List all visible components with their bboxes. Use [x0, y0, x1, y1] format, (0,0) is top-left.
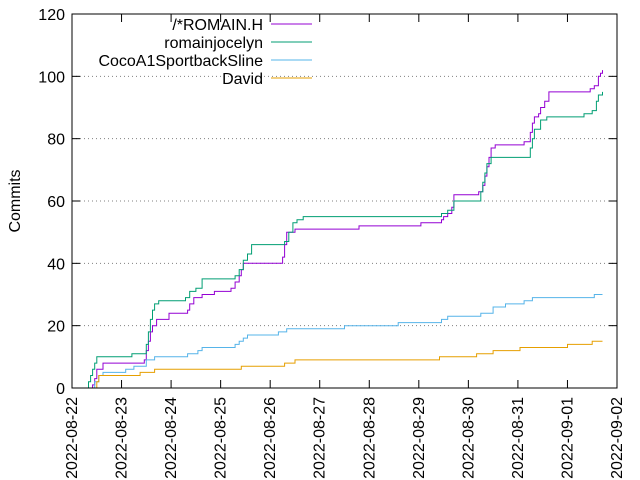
axis-ticks [71, 13, 618, 389]
x-tick-label: 2022-08-25 [213, 397, 230, 479]
x-tick-label: 2022-08-24 [163, 397, 180, 479]
y-tick-label: 20 [47, 319, 65, 336]
series-line-0 [90, 70, 603, 389]
x-tick-label: 2022-08-28 [361, 397, 378, 479]
y-tick-label: 80 [47, 132, 65, 149]
y-tick-labels: 0 20 40 60 80 100 120 [38, 7, 65, 398]
series-line-3 [94, 340, 603, 389]
x-tick-label: 2022-08-27 [312, 397, 329, 479]
x-tick-label: 2022-09-02 [609, 397, 626, 479]
series-line-2 [90, 294, 603, 389]
x-tick-label: 2022-08-23 [114, 397, 131, 479]
y-tick-label: 0 [56, 381, 65, 398]
x-tick-label: 2022-09-01 [559, 397, 576, 479]
legend-label: David [222, 71, 263, 88]
legend-label: romainjocelyn [164, 35, 263, 52]
series-lines [86, 70, 603, 389]
x-tick-label: 2022-08-22 [64, 397, 81, 479]
x-tick-label: 2022-08-30 [460, 397, 477, 479]
y-tick-label: 60 [47, 194, 65, 211]
y-tick-label: 100 [38, 69, 65, 86]
x-tick-label: 2022-08-31 [510, 397, 527, 479]
grid [72, 75, 617, 327]
legend-label: CocoA1SportbackSline [98, 53, 263, 70]
legend: /*ROMAIN.HromainjocelynCocoA1SportbackSl… [98, 17, 312, 88]
legend-label: /*ROMAIN.H [172, 17, 263, 34]
series-line-1 [86, 91, 603, 389]
x-tick-labels: 2022-08-22 2022-08-23 2022-08-24 2022-08-25… [64, 397, 626, 479]
y-tick-label: 120 [38, 7, 65, 24]
x-tick-label: 2022-08-29 [411, 397, 428, 479]
x-tick-label: 2022-08-26 [262, 397, 279, 479]
y-axis-title: Commits [7, 169, 24, 232]
y-tick-label: 40 [47, 256, 65, 273]
